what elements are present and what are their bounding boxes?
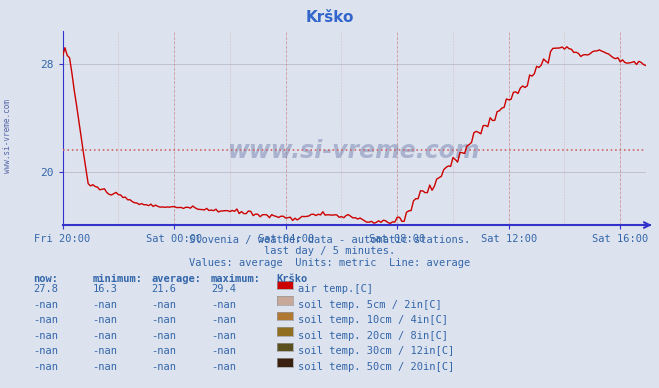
Text: minimum:: minimum: [92, 274, 142, 284]
Text: -nan: -nan [33, 346, 58, 356]
Text: -nan: -nan [92, 362, 117, 372]
Text: -nan: -nan [152, 331, 177, 341]
Text: soil temp. 5cm / 2in[C]: soil temp. 5cm / 2in[C] [298, 300, 442, 310]
Text: air temp.[C]: air temp.[C] [298, 284, 373, 294]
Text: 16.3: 16.3 [92, 284, 117, 294]
Text: soil temp. 30cm / 12in[C]: soil temp. 30cm / 12in[C] [298, 346, 454, 356]
Text: last day / 5 minutes.: last day / 5 minutes. [264, 246, 395, 256]
Text: -nan: -nan [33, 315, 58, 325]
Text: soil temp. 50cm / 20in[C]: soil temp. 50cm / 20in[C] [298, 362, 454, 372]
Text: -nan: -nan [152, 300, 177, 310]
Text: -nan: -nan [152, 315, 177, 325]
Text: 29.4: 29.4 [211, 284, 236, 294]
Text: average:: average: [152, 274, 202, 284]
Text: -nan: -nan [211, 315, 236, 325]
Text: Slovenia / weather data - automatic stations.: Slovenia / weather data - automatic stat… [189, 235, 470, 245]
Text: -nan: -nan [33, 362, 58, 372]
Text: soil temp. 20cm / 8in[C]: soil temp. 20cm / 8in[C] [298, 331, 448, 341]
Text: -nan: -nan [211, 300, 236, 310]
Text: Values: average  Units: metric  Line: average: Values: average Units: metric Line: aver… [189, 258, 470, 268]
Text: -nan: -nan [152, 362, 177, 372]
Text: 27.8: 27.8 [33, 284, 58, 294]
Text: Krško: Krško [277, 274, 308, 284]
Text: -nan: -nan [92, 346, 117, 356]
Text: -nan: -nan [211, 346, 236, 356]
Text: www.si-vreme.com: www.si-vreme.com [228, 139, 480, 163]
Text: -nan: -nan [92, 331, 117, 341]
Text: -nan: -nan [92, 300, 117, 310]
Text: Krško: Krško [305, 10, 354, 25]
Text: -nan: -nan [33, 300, 58, 310]
Text: maximum:: maximum: [211, 274, 261, 284]
Text: soil temp. 10cm / 4in[C]: soil temp. 10cm / 4in[C] [298, 315, 448, 325]
Text: -nan: -nan [211, 331, 236, 341]
Text: 21.6: 21.6 [152, 284, 177, 294]
Text: -nan: -nan [152, 346, 177, 356]
Text: www.si-vreme.com: www.si-vreme.com [3, 99, 13, 173]
Text: -nan: -nan [92, 315, 117, 325]
Text: now:: now: [33, 274, 58, 284]
Text: -nan: -nan [33, 331, 58, 341]
Text: -nan: -nan [211, 362, 236, 372]
